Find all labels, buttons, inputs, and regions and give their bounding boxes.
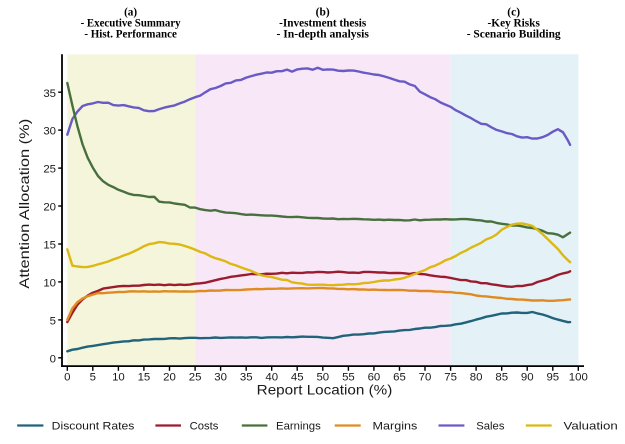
svg-text:30: 30 bbox=[214, 371, 227, 383]
svg-text:30: 30 bbox=[43, 126, 56, 138]
svg-text:20: 20 bbox=[163, 371, 176, 383]
svg-text:50: 50 bbox=[316, 371, 329, 383]
svg-text:Earnings: Earnings bbox=[276, 421, 321, 433]
svg-text:20: 20 bbox=[43, 202, 56, 214]
svg-text:Costs: Costs bbox=[190, 421, 219, 433]
svg-text:80: 80 bbox=[470, 371, 483, 383]
svg-text:10: 10 bbox=[112, 371, 125, 383]
svg-text:35: 35 bbox=[240, 371, 253, 383]
svg-text:95: 95 bbox=[546, 371, 559, 383]
svg-text:25: 25 bbox=[43, 164, 56, 176]
svg-text:5: 5 bbox=[90, 371, 96, 383]
svg-text:70: 70 bbox=[419, 371, 432, 383]
svg-text:5: 5 bbox=[50, 316, 56, 328]
svg-text:Attention Allocation (%): Attention Allocation (%) bbox=[17, 119, 32, 289]
svg-text:0: 0 bbox=[64, 371, 70, 383]
svg-text:45: 45 bbox=[291, 371, 304, 383]
svg-text:55: 55 bbox=[342, 371, 355, 383]
svg-text:-Investment thesis: -Investment thesis bbox=[279, 18, 367, 30]
svg-text:(c): (c) bbox=[507, 7, 520, 19]
svg-text:65: 65 bbox=[393, 371, 406, 383]
svg-text:- Scenario Building: - Scenario Building bbox=[467, 29, 561, 41]
svg-text:- Executive Summary: - Executive Summary bbox=[81, 18, 181, 30]
svg-text:Margins: Margins bbox=[373, 421, 418, 433]
svg-text:0: 0 bbox=[50, 353, 56, 365]
svg-text:40: 40 bbox=[265, 371, 278, 383]
svg-text:Report Location (%): Report Location (%) bbox=[257, 383, 393, 398]
svg-text:(a): (a) bbox=[124, 7, 137, 19]
svg-text:Sales: Sales bbox=[476, 421, 505, 433]
svg-text:25: 25 bbox=[189, 371, 202, 383]
svg-text:85: 85 bbox=[495, 371, 508, 383]
svg-text:- Hist. Performance: - Hist. Performance bbox=[84, 29, 177, 41]
svg-text:90: 90 bbox=[521, 371, 534, 383]
svg-text:-Key Risks: -Key Risks bbox=[488, 18, 541, 30]
svg-text:60: 60 bbox=[368, 371, 381, 383]
svg-text:Valuation: Valuation bbox=[564, 421, 618, 433]
svg-text:75: 75 bbox=[444, 371, 457, 383]
svg-text:(b): (b) bbox=[316, 7, 330, 19]
svg-text:100: 100 bbox=[569, 371, 588, 383]
svg-text:15: 15 bbox=[138, 371, 151, 383]
svg-text:15: 15 bbox=[43, 240, 56, 252]
svg-text:- In-depth analysis: - In-depth analysis bbox=[277, 29, 370, 41]
svg-text:35: 35 bbox=[43, 88, 56, 100]
svg-text:10: 10 bbox=[43, 278, 56, 290]
svg-text:Discount Rates: Discount Rates bbox=[52, 421, 135, 433]
